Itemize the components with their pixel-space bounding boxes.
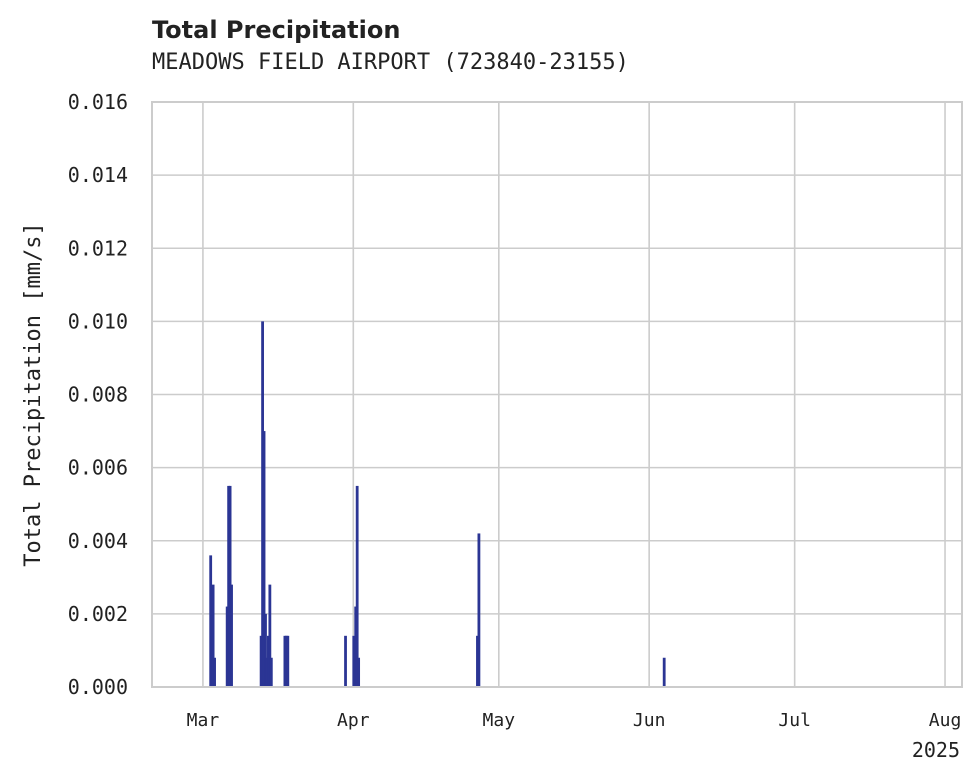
y-tick-label: 0.002	[68, 602, 128, 626]
precip-bar	[262, 431, 266, 687]
y-tick-label: 0.010	[68, 309, 128, 333]
y-axis-label: Total Precipitation [mm/s]	[21, 222, 46, 566]
precip-bar	[476, 635, 479, 687]
x-tick-label: Aug	[929, 710, 962, 731]
y-tick-label: 0.012	[68, 236, 128, 260]
chart-title: Total Precipitation	[152, 16, 401, 44]
y-tick-label: 0.000	[68, 675, 128, 699]
precip-bar	[264, 613, 267, 687]
precip-bar	[283, 635, 287, 687]
bar-series	[209, 321, 666, 687]
precip-bar	[228, 485, 232, 687]
y-tick-label: 0.006	[68, 456, 128, 480]
y-tick-labels: 0.000 0.002 0.004 0.006 0.008 0.010 0.012 0.014…	[68, 90, 128, 699]
x-tick-labels: Mar Apr May Jun Jul Aug	[187, 710, 962, 731]
precip-bar	[286, 635, 290, 687]
precip-bar	[230, 584, 233, 687]
precip-bar	[284, 635, 288, 687]
precip-bar	[267, 635, 270, 687]
y-tick-label: 0.008	[68, 383, 128, 407]
precip-bar	[477, 533, 481, 687]
precip-bar	[662, 657, 666, 687]
y-tick-label: 0.016	[68, 90, 128, 114]
x-tick-label: Mar	[187, 710, 220, 731]
precip-bar	[209, 555, 213, 687]
precip-bar	[352, 635, 356, 687]
precip-bar	[354, 606, 358, 687]
precip-bar	[344, 635, 347, 687]
precip-bar	[265, 657, 269, 687]
precip-bar	[213, 657, 216, 687]
y-tick-label: 0.004	[68, 529, 128, 553]
precip-bar	[269, 657, 273, 687]
plot-frame	[151, 101, 963, 688]
precip-bar	[259, 635, 263, 687]
precip-bar	[261, 321, 264, 687]
x-tick-label: May	[483, 710, 516, 731]
precip-bar	[357, 657, 361, 687]
x-tick-label: Jun	[633, 710, 666, 731]
x-tick-label: Apr	[337, 710, 370, 731]
grid-lines	[152, 101, 962, 688]
precip-bar	[268, 584, 272, 687]
y-tick-label: 0.014	[68, 163, 128, 187]
precip-bar	[355, 485, 359, 687]
precip-bar	[225, 606, 229, 687]
x-axis-offset-label: 2025	[912, 738, 960, 762]
x-tick-label: Jul	[778, 710, 811, 731]
precip-bar	[211, 584, 215, 687]
chart-subtitle: MEADOWS FIELD AIRPORT (723840-23155)	[152, 50, 629, 75]
precip-bar	[227, 485, 231, 687]
